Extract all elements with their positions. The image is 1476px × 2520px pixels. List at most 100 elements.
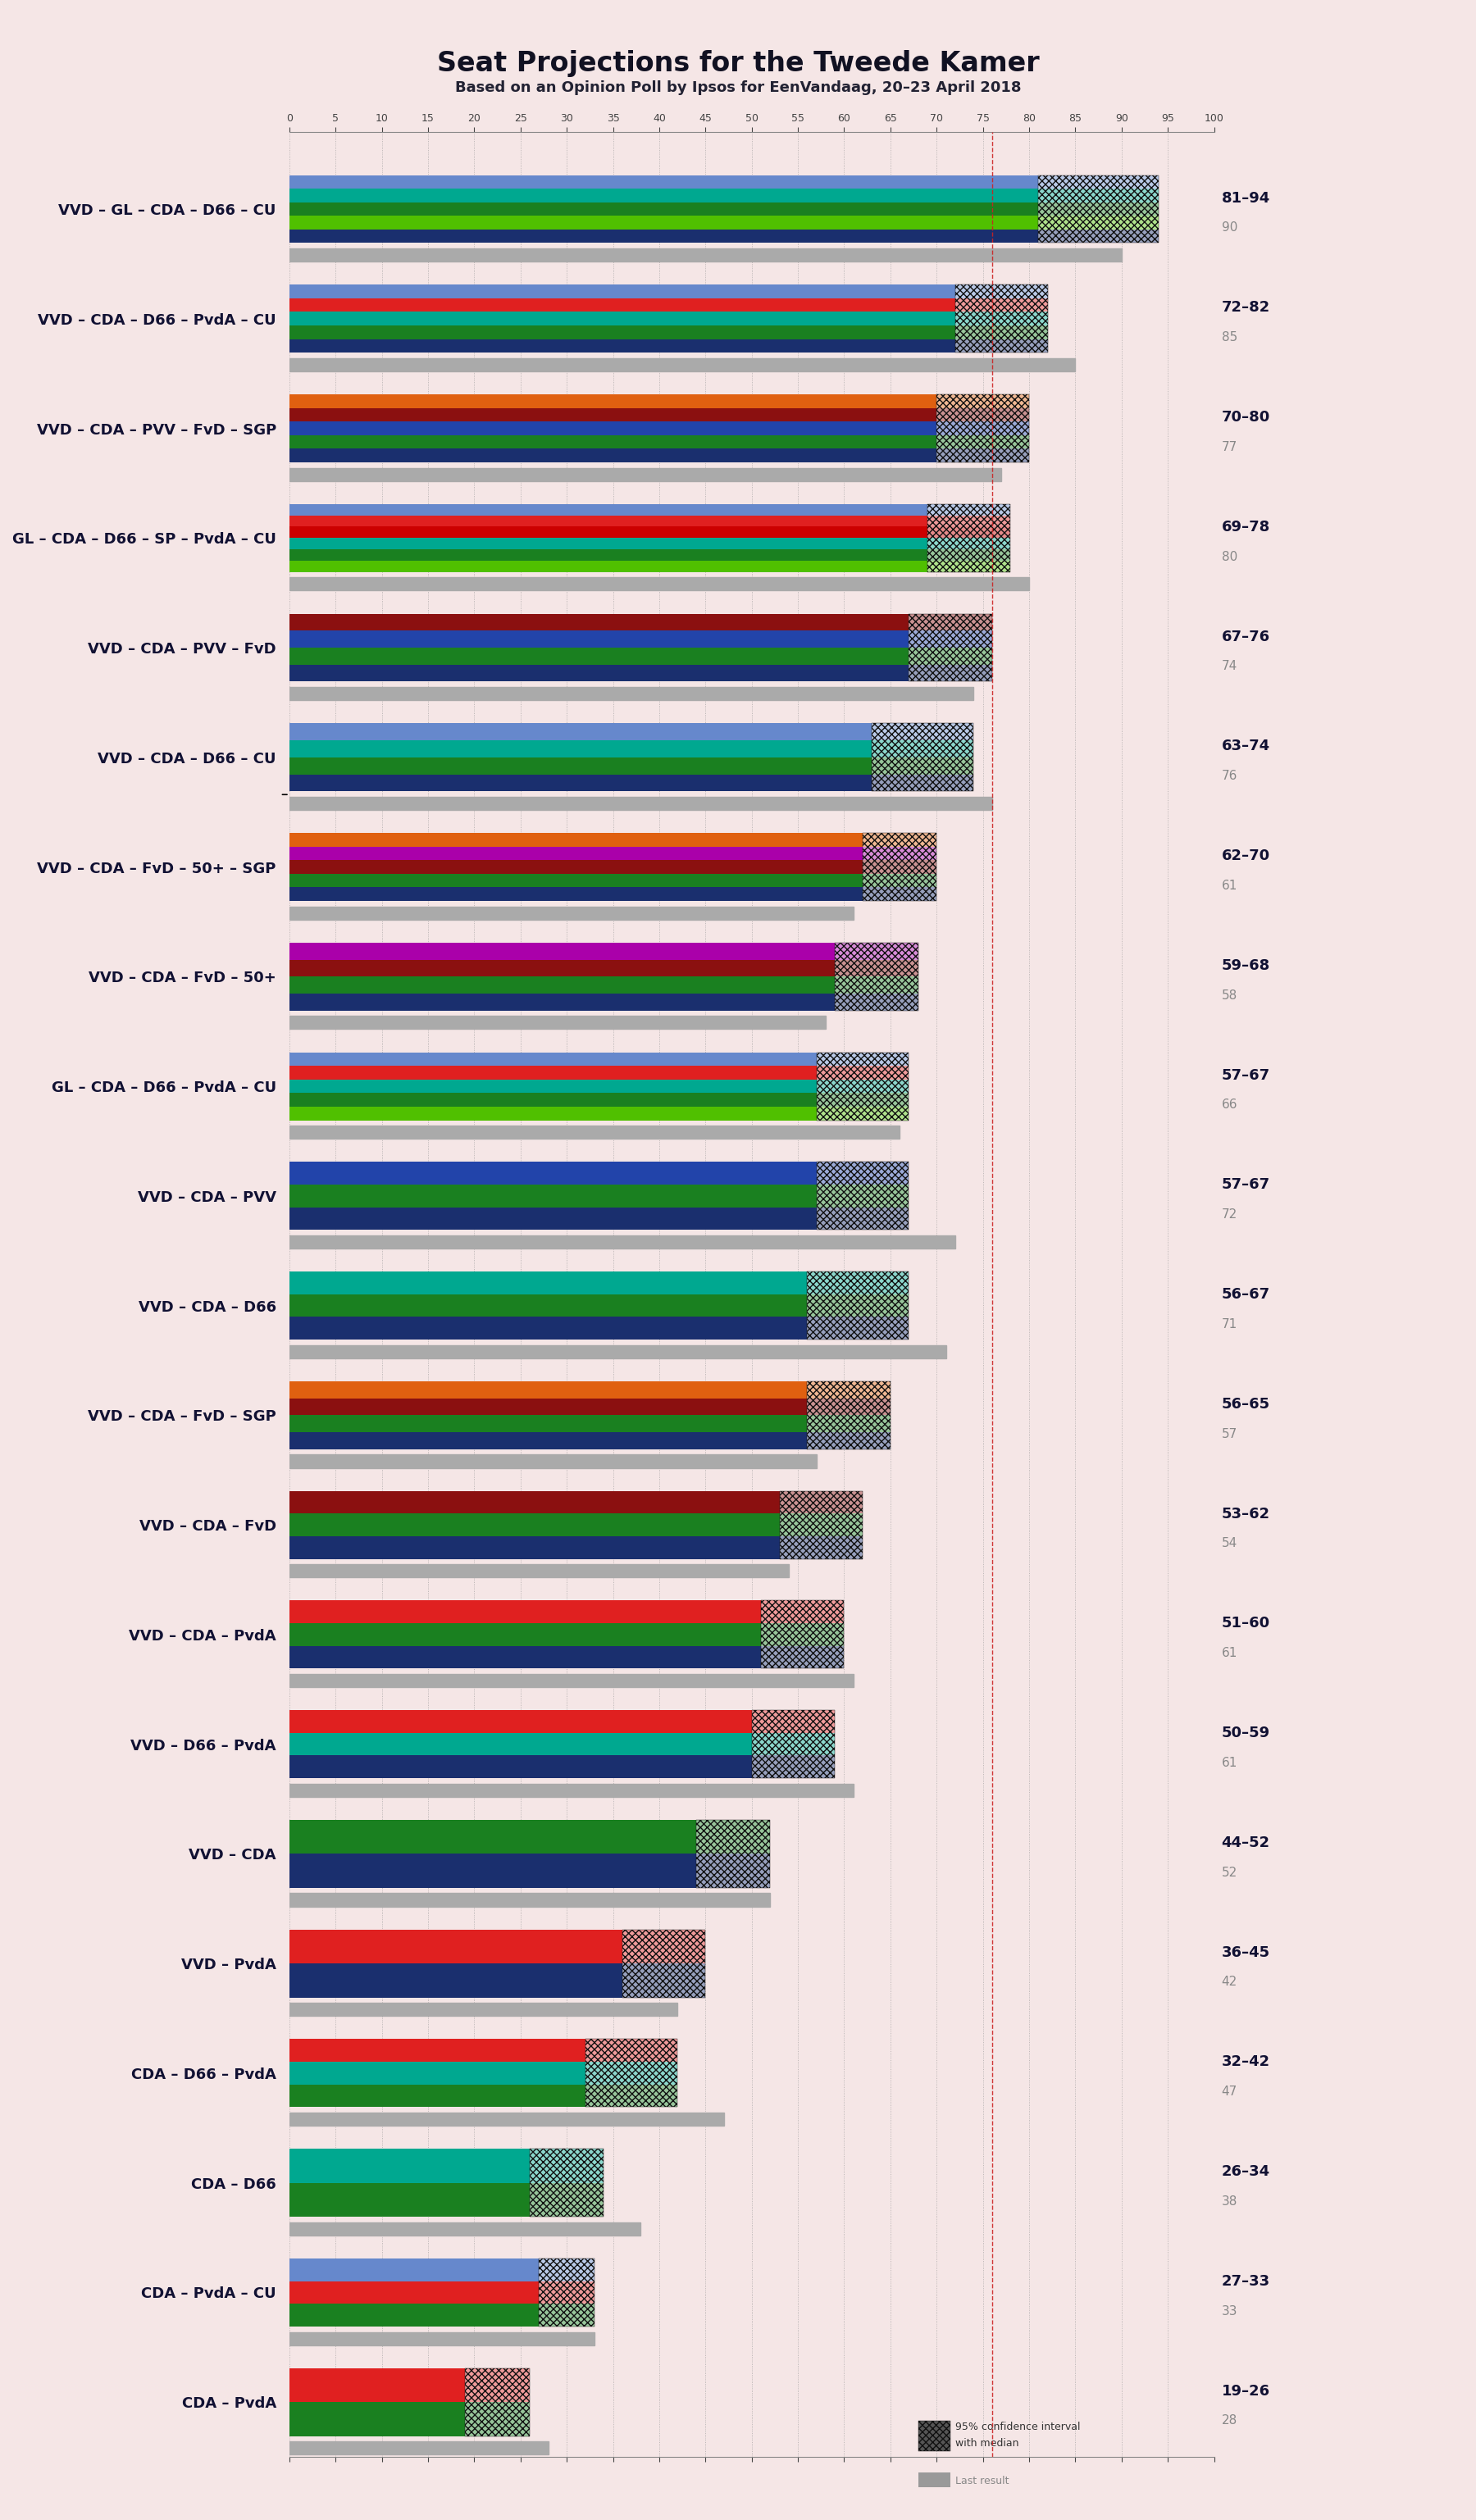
Bar	[289, 1399, 890, 1416]
Bar	[289, 1162, 909, 1184]
Bar	[289, 1318, 909, 1341]
Bar	[586, 2039, 677, 2107]
Bar	[289, 2182, 604, 2218]
Bar	[289, 1273, 909, 1295]
Bar	[289, 325, 1048, 340]
Bar	[289, 2039, 677, 2061]
Text: 28: 28	[1222, 2414, 1237, 2427]
Bar	[289, 1565, 788, 1578]
Bar	[289, 978, 918, 993]
Bar	[807, 1273, 909, 1341]
Bar	[289, 2112, 723, 2127]
Bar	[762, 1600, 844, 1668]
Bar	[289, 847, 937, 859]
Bar	[289, 1855, 770, 1887]
Bar	[289, 174, 1159, 189]
Bar	[289, 1079, 909, 1094]
Text: with median: with median	[955, 2439, 1018, 2449]
Bar	[289, 202, 1159, 217]
Bar	[289, 2369, 530, 2402]
Bar	[289, 1346, 946, 1358]
Bar	[289, 1963, 706, 1998]
Bar	[289, 1454, 816, 1467]
Text: 71: 71	[1222, 1318, 1237, 1331]
Text: 59–68: 59–68	[1222, 958, 1269, 973]
Bar	[289, 1416, 890, 1431]
Bar	[289, 1235, 955, 1247]
Bar	[289, 421, 1029, 436]
Bar	[289, 1053, 909, 1066]
Text: 85: 85	[1222, 330, 1237, 343]
Bar	[289, 1016, 825, 1028]
Text: 69–78: 69–78	[1222, 519, 1269, 534]
Bar	[623, 1930, 706, 1998]
Bar	[289, 2084, 677, 2107]
Bar	[918, 2422, 951, 2452]
Text: 54: 54	[1222, 1537, 1237, 1550]
Text: 53–62: 53–62	[1222, 1507, 1269, 1522]
Bar	[289, 1930, 706, 1963]
Bar	[289, 1515, 862, 1537]
Text: 74: 74	[1222, 660, 1237, 673]
Bar	[289, 577, 1029, 590]
Bar	[289, 449, 1029, 461]
Bar	[289, 1126, 900, 1139]
Bar	[289, 1600, 844, 1623]
Bar	[289, 285, 1048, 297]
Bar	[289, 1207, 909, 1230]
Bar	[289, 759, 974, 774]
Text: 81–94: 81–94	[1222, 192, 1269, 207]
Bar	[289, 504, 1011, 514]
Bar	[289, 960, 918, 978]
Bar	[289, 2331, 595, 2346]
Bar	[862, 834, 937, 902]
Bar	[289, 549, 1011, 559]
Bar	[807, 1273, 909, 1341]
Bar	[1039, 174, 1159, 242]
Text: 56–67: 56–67	[1222, 1288, 1269, 1303]
Bar	[918, 2472, 951, 2487]
Bar	[697, 1819, 770, 1887]
Bar	[289, 1106, 909, 1121]
Text: 67–76: 67–76	[1222, 630, 1269, 645]
Text: 57: 57	[1222, 1429, 1237, 1439]
Bar	[872, 723, 974, 791]
Text: 95% confidence interval: 95% confidence interval	[955, 2422, 1080, 2432]
Bar	[289, 2442, 548, 2454]
Bar	[779, 1492, 862, 1560]
Text: 90: 90	[1222, 222, 1237, 234]
Text: 61: 61	[1222, 1648, 1237, 1658]
Bar	[289, 1492, 862, 1515]
Bar	[539, 2258, 595, 2326]
Text: 61: 61	[1222, 1756, 1237, 1769]
Bar	[289, 514, 1011, 527]
Bar	[289, 229, 1159, 242]
Bar	[289, 1734, 835, 1756]
Bar	[586, 2039, 677, 2107]
Bar	[816, 1053, 909, 1121]
Bar	[289, 887, 937, 902]
Text: 77: 77	[1222, 441, 1237, 454]
Text: 66: 66	[1222, 1099, 1237, 1111]
Text: 38: 38	[1222, 2195, 1237, 2208]
Bar	[751, 1711, 835, 1779]
Bar	[289, 340, 1048, 353]
Text: 80: 80	[1222, 549, 1237, 562]
Bar	[289, 2402, 530, 2437]
Bar	[937, 393, 1029, 461]
Bar	[751, 1711, 835, 1779]
Bar	[289, 1066, 909, 1079]
Bar	[289, 217, 1159, 229]
Text: Last result: Last result	[955, 2475, 1010, 2487]
Bar	[289, 1646, 844, 1668]
Bar	[289, 1184, 909, 1207]
Bar	[289, 615, 992, 630]
Bar	[289, 2281, 595, 2303]
Text: 61: 61	[1222, 879, 1237, 892]
Bar	[697, 1819, 770, 1887]
Text: 27–33: 27–33	[1222, 2273, 1269, 2288]
Bar	[289, 741, 974, 759]
Text: 19–26: 19–26	[1222, 2384, 1269, 2399]
Bar	[816, 1162, 909, 1230]
Text: 58: 58	[1222, 988, 1237, 1000]
